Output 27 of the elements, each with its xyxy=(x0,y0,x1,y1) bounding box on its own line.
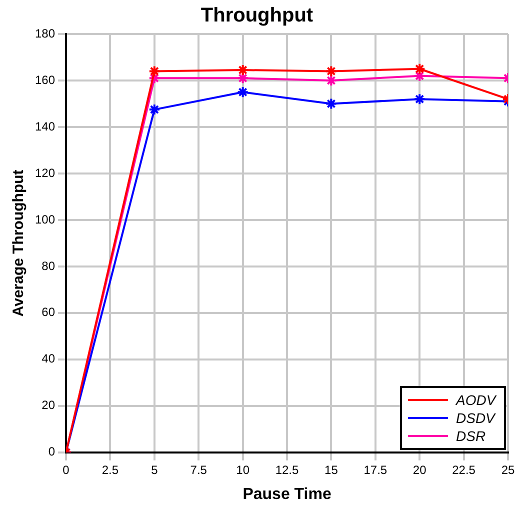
y-tick-label: 80 xyxy=(42,258,56,273)
y-tick-label: 120 xyxy=(34,166,56,180)
x-tick-label: 5 xyxy=(151,462,158,477)
y-tick-label: 40 xyxy=(42,352,56,366)
y-axis-title: Average Throughput xyxy=(10,170,28,317)
legend-label: AODV xyxy=(456,391,496,410)
y-tick-label: 20 xyxy=(42,398,56,412)
x-axis-title: Pause Time xyxy=(242,486,332,503)
chart-title: Throughput xyxy=(200,4,314,27)
x-tick-label: 2.5 xyxy=(102,462,119,477)
x-tick-label: 12.5 xyxy=(275,462,300,477)
y-tick-label: 100 xyxy=(34,212,56,226)
x-tick-label: 7.5 xyxy=(190,462,208,477)
x-tick-label: 10 xyxy=(236,462,250,477)
y-tick-label: 140 xyxy=(34,119,56,134)
y-tick-label: 0 xyxy=(48,444,56,459)
legend-label: DSDV xyxy=(456,409,495,428)
x-tick-label: 25 xyxy=(501,462,515,477)
x-tick-label: 20 xyxy=(412,462,427,477)
x-tick-label: 22.5 xyxy=(452,462,476,477)
x-tick-label: 17.5 xyxy=(364,462,388,477)
y-tick-label: 160 xyxy=(34,72,56,87)
x-tick-label: 0 xyxy=(62,462,70,477)
legend-label: DSR xyxy=(456,427,486,446)
x-tick-label: 15 xyxy=(324,462,338,477)
y-tick-label: 180 xyxy=(34,26,56,40)
y-tick-label: 60 xyxy=(42,305,56,320)
